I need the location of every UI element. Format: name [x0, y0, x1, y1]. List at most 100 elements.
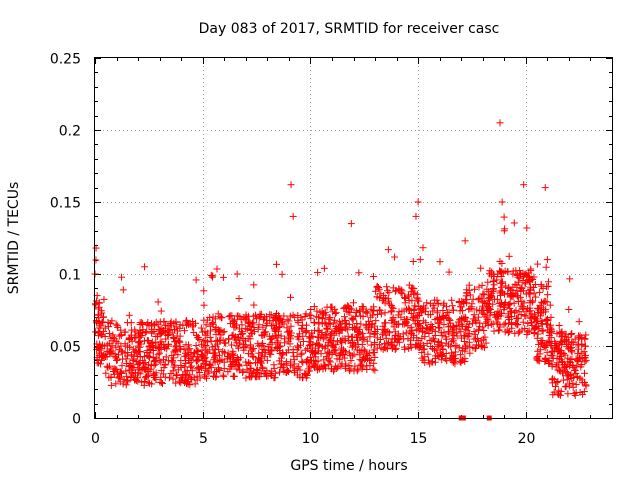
data-point [351, 325, 359, 333]
data-point [366, 320, 374, 328]
data-point [451, 348, 459, 356]
data-point [478, 302, 486, 310]
data-point [307, 338, 315, 346]
data-point [154, 350, 162, 358]
data-point [373, 325, 381, 333]
data-point [96, 329, 104, 337]
data-point [465, 320, 473, 328]
data-point [303, 357, 311, 365]
data-point [323, 325, 331, 333]
data-point [133, 352, 141, 360]
data-point [477, 264, 485, 272]
data-point [537, 304, 545, 312]
data-point [501, 319, 509, 327]
data-point [117, 347, 125, 355]
data-point [208, 273, 216, 281]
data-point [243, 361, 251, 369]
data-point [532, 293, 540, 301]
data-point [138, 378, 146, 386]
data-point [505, 300, 513, 308]
data-point [302, 329, 310, 337]
data-point [256, 357, 264, 365]
data-point [186, 381, 194, 389]
data-point [168, 351, 176, 359]
data-point [332, 322, 340, 330]
data-point [380, 326, 388, 334]
x-tick-labels: 0 5 10 15 20 [91, 431, 535, 447]
data-point [524, 328, 532, 336]
data-point [290, 360, 298, 368]
data-point [299, 359, 307, 367]
data-point [121, 328, 129, 336]
data-point [96, 319, 104, 327]
data-point [457, 303, 465, 311]
data-point [516, 274, 524, 282]
data-point [287, 358, 295, 366]
data-point [571, 391, 579, 399]
data-point [460, 332, 468, 340]
data-point [127, 374, 135, 382]
data-point [216, 313, 224, 321]
data-point [547, 351, 555, 359]
data-point [311, 344, 319, 352]
data-point [394, 330, 402, 338]
data-point [568, 329, 576, 337]
data-point [318, 320, 326, 328]
data-point [377, 290, 385, 298]
data-point [310, 350, 318, 358]
data-point [312, 358, 320, 366]
data-point [340, 304, 348, 312]
data-point [104, 318, 112, 326]
data-point [582, 331, 590, 339]
data-point [490, 327, 498, 335]
data-point [447, 343, 455, 351]
data-point [405, 345, 413, 353]
data-point [250, 312, 258, 320]
data-point [250, 324, 258, 332]
data-point [114, 374, 122, 382]
data-point [534, 330, 542, 338]
data-point [114, 370, 122, 378]
data-point [303, 372, 311, 380]
data-point [534, 260, 542, 268]
data-point [445, 330, 453, 338]
data-point [150, 358, 158, 366]
data-point [431, 358, 439, 366]
data-point [543, 256, 551, 264]
data-point [557, 338, 565, 346]
data-point [462, 296, 470, 304]
data-point [419, 317, 427, 325]
data-point [559, 376, 567, 384]
data-point [195, 335, 203, 343]
data-point [578, 379, 586, 387]
data-point [582, 351, 590, 359]
data-point [449, 358, 457, 366]
data-point [105, 329, 113, 337]
data-point [172, 379, 180, 387]
data-point [302, 346, 310, 354]
data-point [410, 306, 418, 314]
data-point [525, 327, 533, 335]
data-point [211, 368, 219, 376]
data-point [500, 303, 508, 311]
data-point [331, 362, 339, 370]
data-point [546, 338, 554, 346]
data-point [101, 324, 109, 332]
data-point [501, 267, 509, 275]
data-point [148, 380, 156, 388]
data-point [548, 361, 556, 369]
data-point [572, 388, 580, 396]
data-point [516, 293, 524, 301]
data-point [419, 306, 427, 314]
data-point [204, 338, 212, 346]
data-point [202, 341, 210, 349]
data-point [94, 359, 102, 367]
data-point [490, 311, 498, 319]
data-point [341, 337, 349, 345]
data-point [482, 313, 490, 321]
data-point [563, 363, 571, 371]
data-point [263, 356, 271, 364]
data-point [542, 341, 550, 349]
data-point [107, 381, 115, 389]
